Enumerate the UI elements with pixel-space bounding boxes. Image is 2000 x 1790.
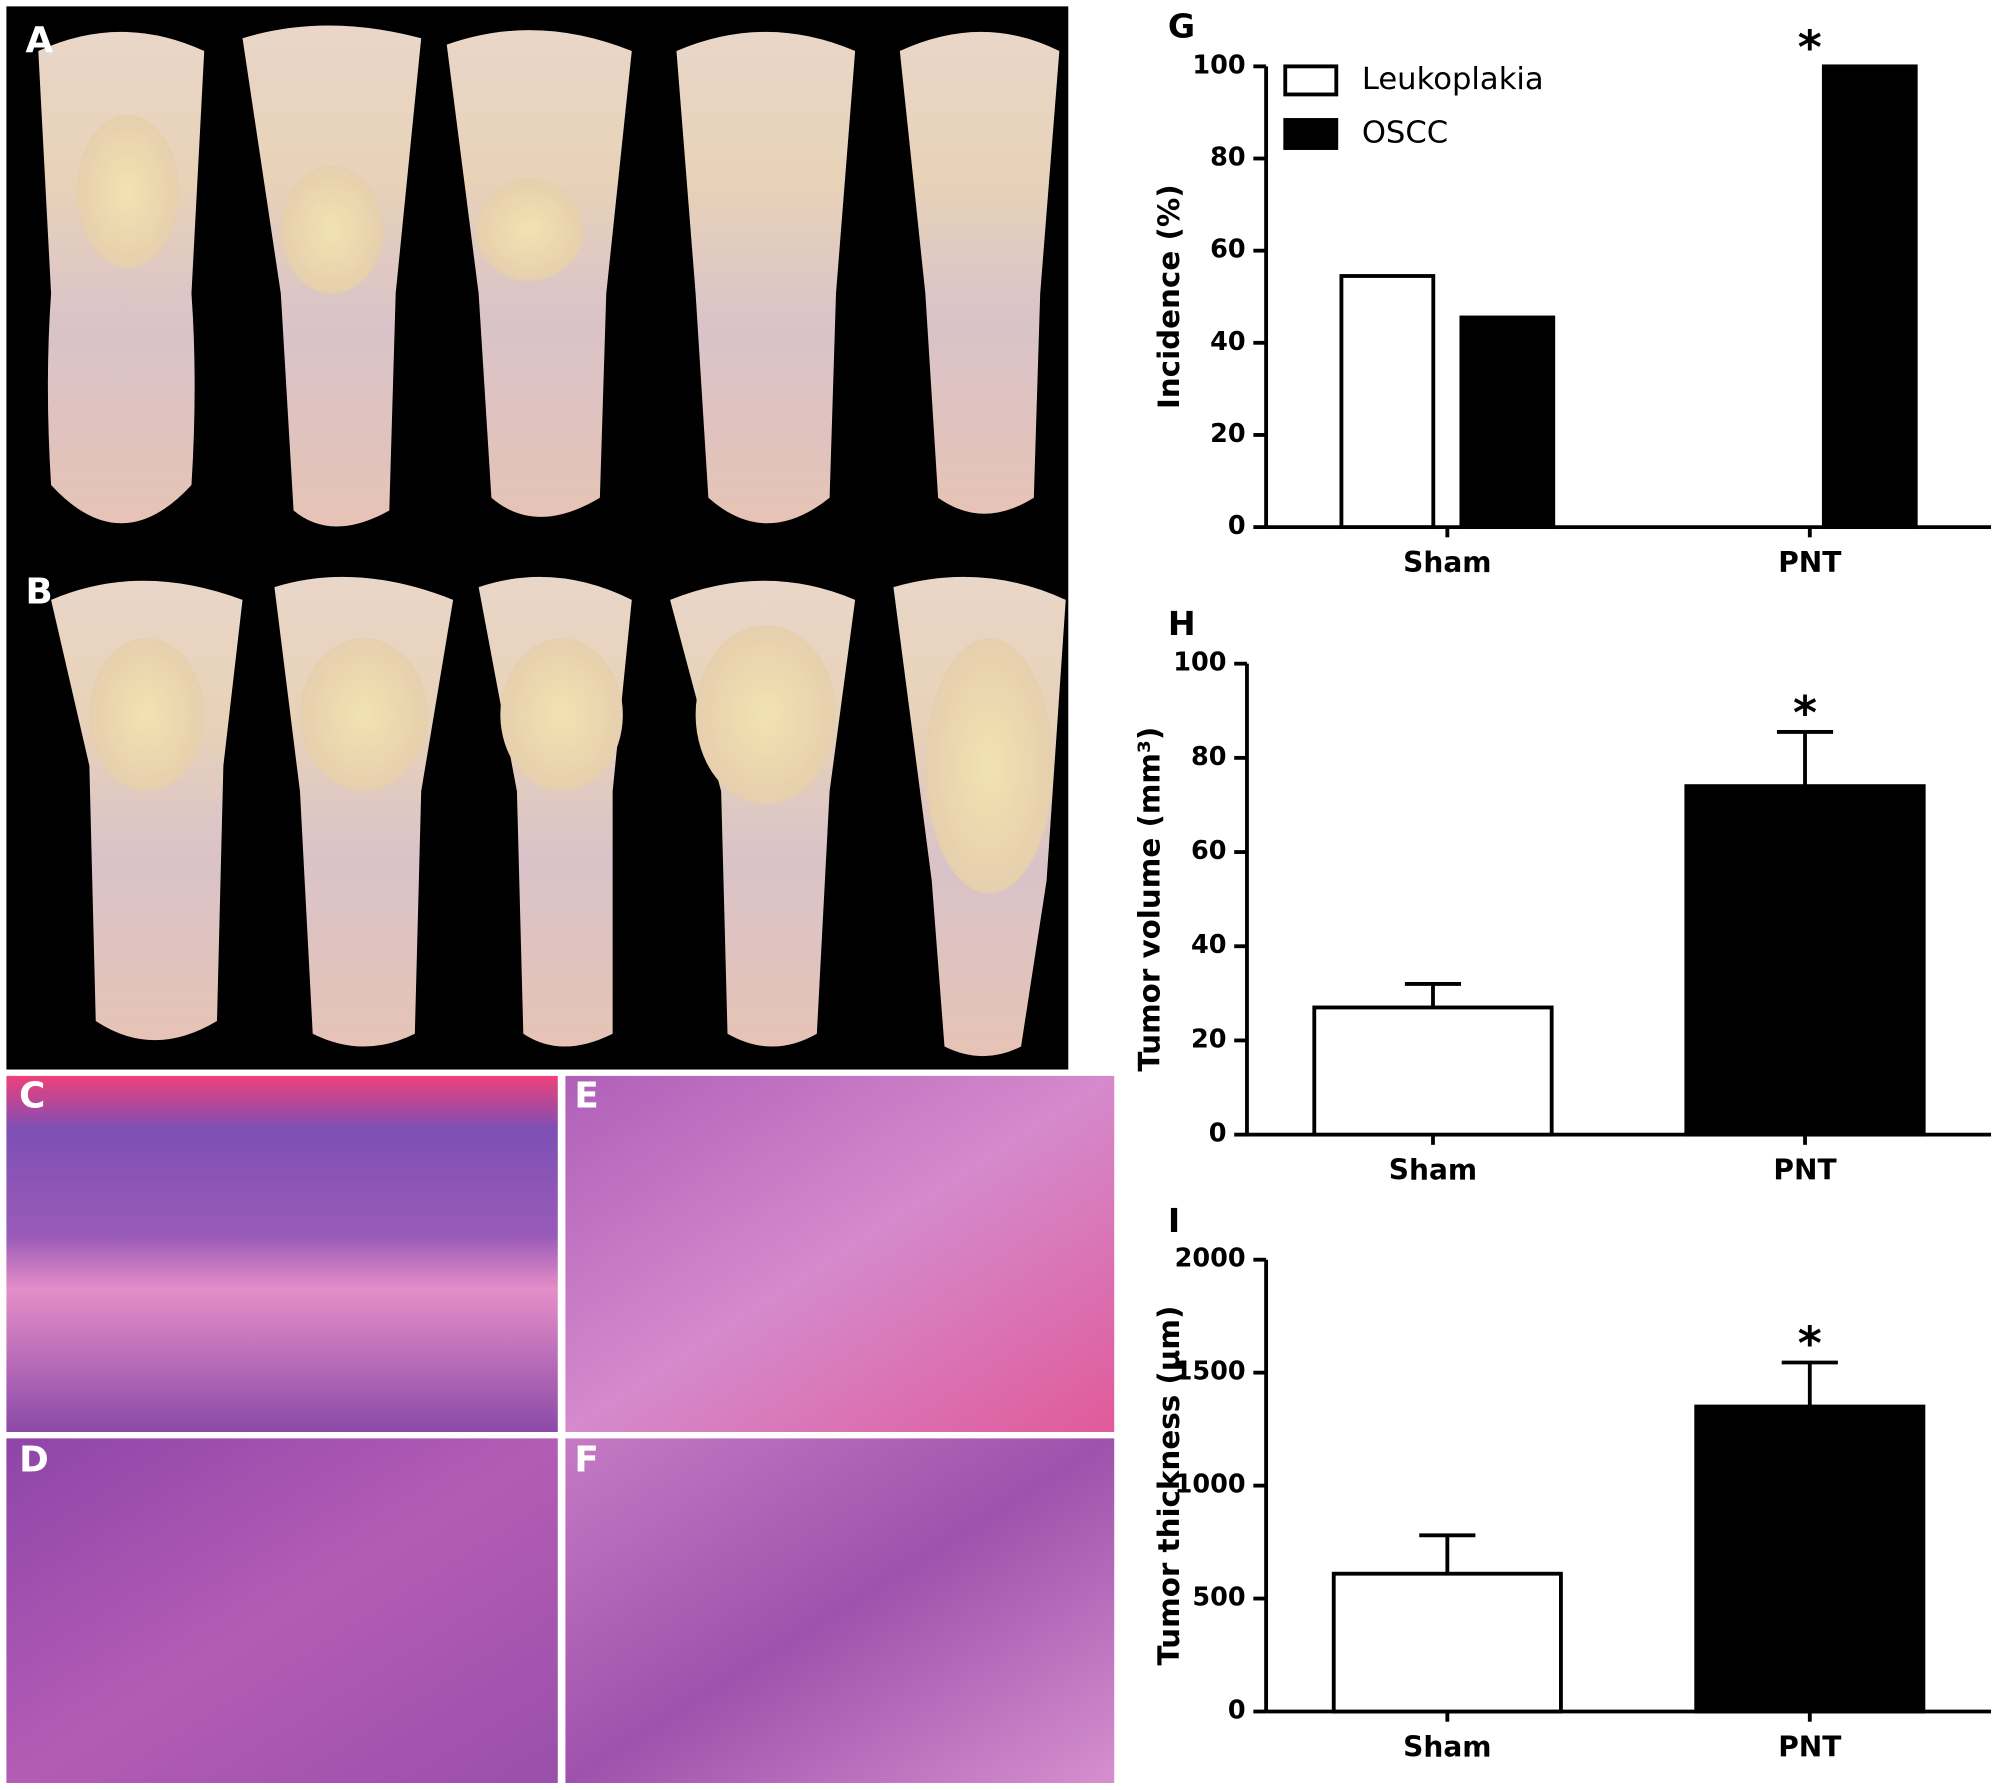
x-tick-label: PNT	[1778, 546, 1841, 579]
panel-label: B	[26, 571, 53, 612]
panel-label: D	[19, 1439, 49, 1480]
y-axis-label: Incidence (%)	[1152, 184, 1186, 409]
significance-marker: *	[1793, 686, 1817, 740]
lesion	[695, 625, 836, 805]
panel-label: H	[1168, 604, 1196, 643]
x-tick-label: Sham	[1389, 1154, 1477, 1187]
lesion	[476, 178, 584, 281]
lesion	[500, 638, 623, 792]
legend-swatch	[1283, 64, 1339, 97]
y-tick-label: 80	[1191, 742, 1227, 772]
panel-label: I	[1168, 1201, 1180, 1240]
bar	[1694, 1404, 1926, 1714]
significance-marker: *	[1798, 21, 1822, 75]
lesion	[89, 638, 205, 792]
x-tick-label: Sham	[1403, 546, 1491, 579]
y-tick-label: 60	[1210, 235, 1246, 265]
tongue	[38, 31, 205, 524]
panel-label: F	[574, 1439, 598, 1480]
histology-image	[6, 1075, 558, 1432]
panel-label: G	[1168, 7, 1195, 46]
y-tick-label: 0	[1228, 511, 1246, 541]
x-tick-label: PNT	[1773, 1154, 1836, 1187]
significance-marker: *	[1798, 1317, 1822, 1371]
y-tick-label: 2000	[1175, 1244, 1246, 1274]
y-tick-label: 100	[1173, 648, 1226, 678]
y-tick-label: 40	[1210, 327, 1246, 357]
y-tick-label: 1000	[1175, 1470, 1246, 1500]
tongue	[676, 31, 856, 524]
histology-image	[6, 1438, 558, 1783]
y-tick-label: 0	[1228, 1696, 1246, 1726]
photo-panel: A B C D E F	[6, 6, 1115, 1783]
y-tick-label: 60	[1191, 836, 1227, 866]
lesion	[925, 638, 1053, 894]
y-tick-label: 1500	[1175, 1357, 1246, 1387]
panel-label: E	[574, 1076, 598, 1117]
lesions	[76, 114, 1053, 894]
bar	[1459, 315, 1556, 530]
y-axis-label: Tumor thickness (μm)	[1152, 1306, 1186, 1666]
bar	[1821, 64, 1918, 530]
bar	[1684, 784, 1926, 1137]
panel-label: C	[19, 1076, 45, 1117]
bar	[1312, 1005, 1554, 1137]
legend-label: OSCC	[1362, 116, 1448, 151]
y-tick-label: 0	[1209, 1119, 1227, 1149]
legend-swatch	[1283, 118, 1339, 150]
lesion	[280, 165, 383, 294]
y-tick-label: 20	[1191, 1024, 1227, 1054]
bar	[1331, 1571, 1563, 1714]
x-tick-label: PNT	[1778, 1731, 1841, 1764]
x-tick-label: Sham	[1403, 1731, 1491, 1764]
histology-image	[565, 1075, 1115, 1432]
histology-image	[565, 1438, 1115, 1783]
y-tick-label: 500	[1192, 1583, 1245, 1613]
tongue	[899, 31, 1060, 514]
y-tick-label: 20	[1210, 419, 1246, 449]
bar	[1339, 274, 1436, 530]
lesion	[76, 114, 179, 269]
y-tick-label: 80	[1210, 143, 1246, 173]
lesion	[299, 638, 428, 792]
y-tick-label: 100	[1192, 50, 1245, 80]
panel-label: A	[26, 20, 54, 61]
y-axis-label: Tumor volume (mm³)	[1133, 727, 1167, 1072]
legend-label: Leukoplakia	[1362, 62, 1544, 97]
y-tick-label: 40	[1191, 930, 1227, 960]
